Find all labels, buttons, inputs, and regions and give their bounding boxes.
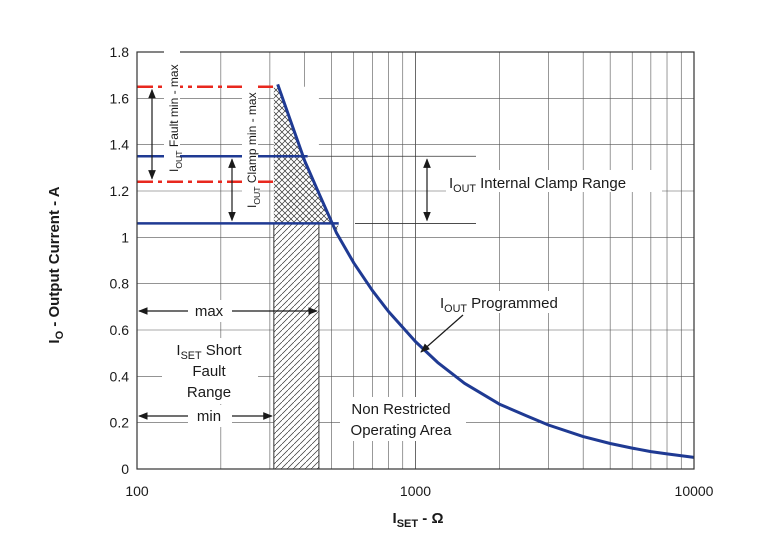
programmed-label: IOUT Programmed [440, 295, 558, 315]
short-fault-region [273, 222, 320, 470]
non-restricted-label-bg [340, 397, 466, 441]
clamp-label-bg [242, 75, 258, 215]
series-line [276, 83, 695, 459]
short-fault-label-bg [162, 338, 258, 404]
programmed-pointer [420, 314, 464, 353]
y-tick-label: 0 [121, 461, 129, 477]
non-restricted-label-line1: Non Restricted [351, 401, 450, 418]
plot-frame [136, 51, 695, 470]
clamp-label: IOUT Clamp min - max [245, 92, 262, 208]
fault-label: IOUT Fault min - max [167, 64, 184, 172]
y-tick-label: 1.4 [110, 137, 130, 153]
short-fault-label-line1: ISET Short [176, 342, 242, 362]
y-tick-label: 1 [121, 229, 129, 245]
plot-border [136, 51, 695, 470]
non-restricted-label-line2: Operating Area [351, 422, 453, 439]
annotations: IOUT Fault min - max IOUT Clamp min - max… [138, 40, 662, 441]
min-label: min [197, 408, 221, 425]
internal-clamp-label: IOUT Internal Clamp Range [449, 175, 626, 195]
x-tick-label: 10000 [675, 483, 714, 499]
y-tick-label: 0.4 [110, 368, 130, 384]
y-tick-label: 1.6 [110, 90, 130, 106]
x-axis-title: ISET - Ω [393, 510, 444, 530]
y-tick-label: 0.8 [110, 276, 130, 292]
tick-labels: 0 0.2 0.4 0.6 0.8 1 1.2 1.4 1.6 1.8 100 1000 10000 [110, 44, 714, 499]
max-label-bg [188, 300, 232, 322]
internal-clamp-label-bg [446, 170, 662, 192]
y-tick-label: 1.8 [110, 44, 130, 60]
short-fault-label-line2: Fault [192, 363, 226, 380]
y-tick-label: 0.2 [110, 415, 130, 431]
y-tick-label: 1.2 [110, 183, 130, 199]
max-label: max [195, 303, 224, 320]
short-fault-label-line3: Range [187, 384, 231, 401]
fault-label-bg [164, 40, 180, 180]
x-tick-label: 1000 [400, 483, 431, 499]
min-label-bg [188, 405, 232, 427]
series [276, 83, 695, 459]
regions [273, 84, 339, 470]
y-tick-label: 0.6 [110, 322, 130, 338]
programmed-label-bg [437, 291, 579, 313]
x-tick-label: 100 [125, 483, 149, 499]
y-axis-title: IO - Output Current - A [46, 186, 66, 343]
